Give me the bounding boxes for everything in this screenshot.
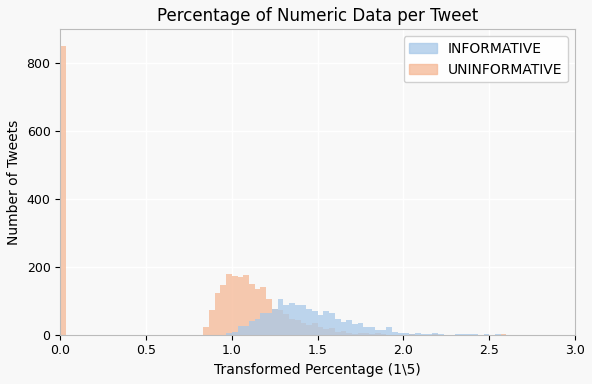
Bar bbox=[255, 289, 260, 335]
Bar bbox=[318, 315, 323, 335]
Bar bbox=[375, 330, 381, 335]
Bar bbox=[323, 311, 329, 335]
Bar bbox=[409, 334, 415, 335]
Bar bbox=[220, 285, 226, 335]
Bar bbox=[432, 333, 438, 335]
Bar bbox=[203, 327, 209, 335]
Bar bbox=[272, 309, 278, 335]
Bar bbox=[318, 327, 323, 335]
Bar bbox=[289, 319, 295, 335]
Bar bbox=[387, 327, 392, 335]
Bar bbox=[237, 326, 243, 335]
Legend: INFORMATIVE, UNINFORMATIVE: INFORMATIVE, UNINFORMATIVE bbox=[404, 36, 568, 82]
Bar bbox=[421, 334, 426, 335]
Bar bbox=[266, 313, 272, 335]
X-axis label: Transformed Percentage (1\5): Transformed Percentage (1\5) bbox=[214, 363, 421, 377]
Bar bbox=[455, 334, 461, 335]
Bar bbox=[60, 46, 66, 335]
Bar bbox=[335, 319, 340, 335]
Bar bbox=[404, 333, 409, 335]
Bar bbox=[249, 321, 255, 335]
Bar bbox=[226, 333, 232, 335]
Bar bbox=[232, 276, 237, 335]
Bar bbox=[352, 334, 358, 335]
Bar bbox=[312, 323, 318, 335]
Bar bbox=[284, 305, 289, 335]
Bar bbox=[278, 299, 284, 335]
Bar bbox=[323, 329, 329, 335]
Bar bbox=[495, 334, 501, 335]
Y-axis label: Number of Tweets: Number of Tweets bbox=[7, 119, 21, 245]
Bar bbox=[346, 333, 352, 335]
Bar bbox=[306, 324, 312, 335]
Bar bbox=[329, 313, 335, 335]
Bar bbox=[209, 310, 215, 335]
Title: Percentage of Numeric Data per Tweet: Percentage of Numeric Data per Tweet bbox=[157, 7, 478, 25]
Bar bbox=[295, 320, 301, 335]
Bar bbox=[438, 334, 443, 335]
Bar bbox=[369, 334, 375, 335]
Bar bbox=[301, 323, 306, 335]
Bar bbox=[255, 319, 260, 335]
Bar bbox=[426, 334, 432, 335]
Bar bbox=[335, 332, 340, 335]
Bar bbox=[363, 327, 369, 335]
Bar bbox=[340, 321, 346, 335]
Bar bbox=[232, 332, 237, 335]
Bar bbox=[278, 310, 284, 335]
Bar bbox=[260, 287, 266, 335]
Bar bbox=[392, 332, 398, 335]
Bar bbox=[358, 333, 363, 335]
Bar bbox=[295, 305, 301, 335]
Bar bbox=[272, 309, 278, 335]
Bar bbox=[466, 334, 472, 335]
Bar bbox=[215, 293, 220, 335]
Bar bbox=[284, 314, 289, 335]
Bar bbox=[301, 305, 306, 335]
Bar bbox=[289, 303, 295, 335]
Bar bbox=[358, 323, 363, 335]
Bar bbox=[352, 324, 358, 335]
Bar bbox=[306, 309, 312, 335]
Bar bbox=[312, 311, 318, 335]
Bar bbox=[260, 313, 266, 335]
Bar bbox=[381, 330, 387, 335]
Bar bbox=[369, 327, 375, 335]
Bar bbox=[266, 300, 272, 335]
Bar bbox=[415, 333, 421, 335]
Bar bbox=[381, 334, 387, 335]
Bar bbox=[346, 320, 352, 335]
Bar bbox=[243, 326, 249, 335]
Bar bbox=[340, 331, 346, 335]
Bar bbox=[226, 274, 232, 335]
Bar bbox=[329, 328, 335, 335]
Bar bbox=[249, 284, 255, 335]
Bar bbox=[375, 333, 381, 335]
Bar bbox=[363, 333, 369, 335]
Bar bbox=[243, 275, 249, 335]
Bar bbox=[398, 333, 404, 335]
Bar bbox=[237, 277, 243, 335]
